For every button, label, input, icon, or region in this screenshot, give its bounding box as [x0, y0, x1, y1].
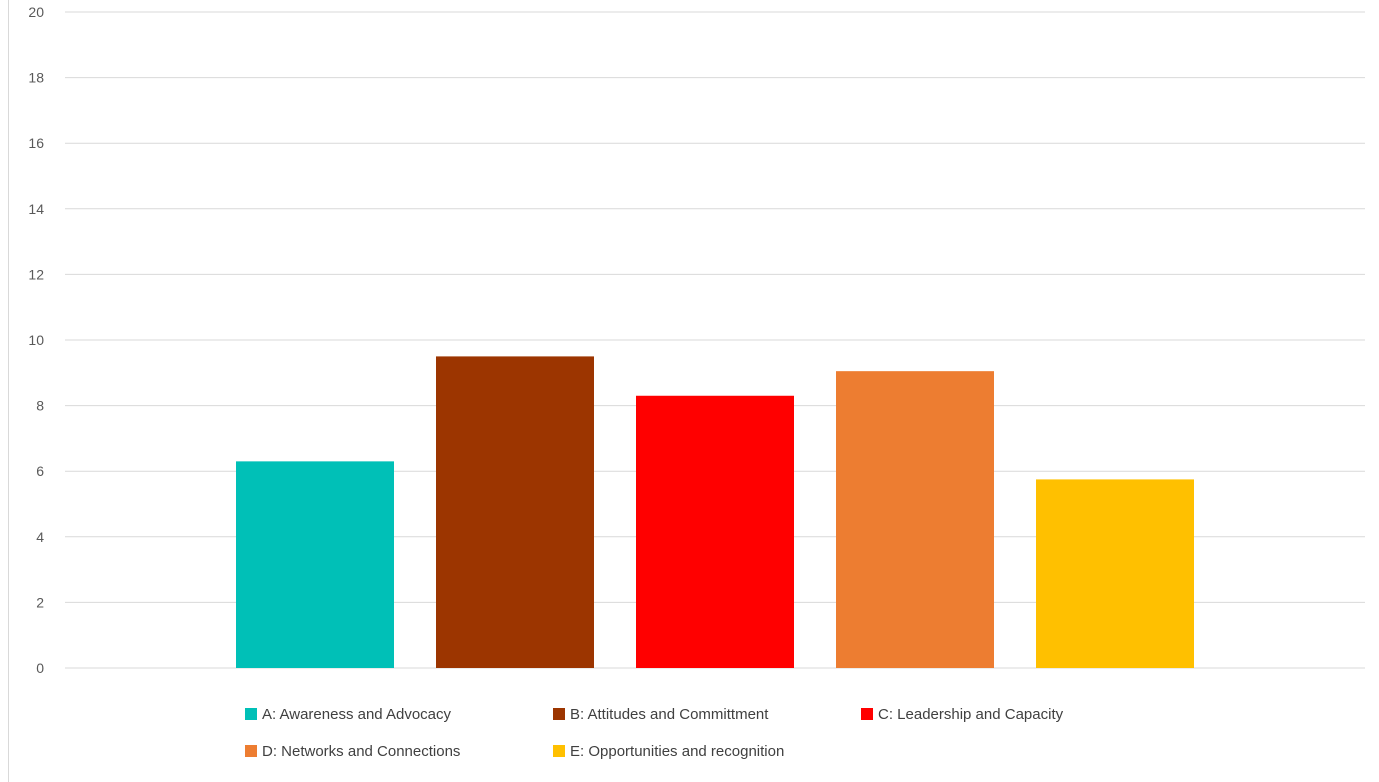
- legend: A: Awareness and Advocacy B: Attitudes an…: [245, 706, 1064, 760]
- bar-d: [836, 371, 994, 668]
- legend-item-b: B: Attitudes and Committment: [553, 706, 769, 723]
- bar-b: [436, 356, 594, 668]
- y-tick-label-16: 16: [28, 135, 44, 151]
- y-tick-label-6: 6: [36, 463, 44, 479]
- legend-item-d: D: Networks and Connections: [245, 743, 460, 760]
- y-tick-label-12: 12: [28, 266, 44, 282]
- y-tick-label-4: 4: [36, 529, 44, 545]
- legend-swatch-a: [245, 708, 257, 720]
- legend-label-b: B: Attitudes and Committment: [570, 706, 769, 723]
- legend-label-a: A: Awareness and Advocacy: [262, 706, 452, 723]
- y-tick-label-10: 10: [28, 332, 44, 348]
- bar-e: [1036, 479, 1194, 668]
- legend-swatch-e: [553, 745, 565, 757]
- bars: [236, 356, 1194, 668]
- bar-c: [636, 395, 794, 668]
- legend-label-d: D: Networks and Connections: [262, 743, 460, 760]
- legend-label-c: C: Leadership and Capacity: [878, 706, 1064, 723]
- chart-frame-border: [8, 0, 9, 782]
- y-axis-tick-labels: 0 2 4 6 8 10 12 14 16 18 20: [28, 4, 44, 676]
- y-tick-label-18: 18: [28, 70, 44, 86]
- y-tick-label-0: 0: [36, 660, 44, 676]
- bar-a: [236, 461, 394, 668]
- legend-item-e: E: Opportunities and recognition: [553, 743, 784, 760]
- legend-item-a: A: Awareness and Advocacy: [245, 706, 452, 723]
- legend-swatch-b: [553, 708, 565, 720]
- y-tick-label-8: 8: [36, 398, 44, 414]
- legend-swatch-c: [861, 708, 873, 720]
- y-tick-label-14: 14: [28, 201, 44, 217]
- legend-item-c: C: Leadership and Capacity: [861, 706, 1064, 723]
- y-tick-label-20: 20: [28, 4, 44, 20]
- y-tick-label-2: 2: [36, 594, 44, 610]
- legend-label-e: E: Opportunities and recognition: [570, 743, 784, 760]
- legend-swatch-d: [245, 745, 257, 757]
